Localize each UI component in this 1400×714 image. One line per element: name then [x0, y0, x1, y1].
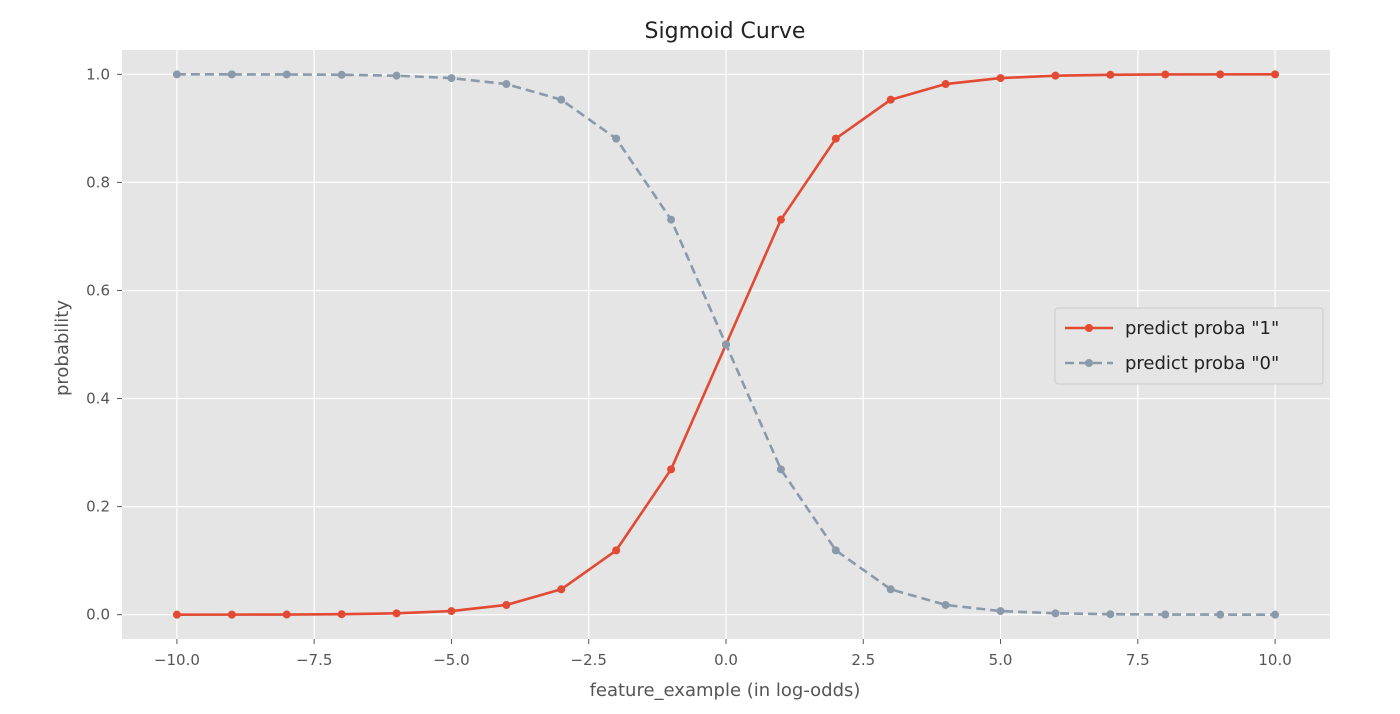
data-point: [337, 70, 346, 79]
data-point: [172, 610, 181, 619]
data-point: [941, 80, 950, 89]
data-point: [502, 80, 511, 89]
data-point: [1106, 610, 1115, 619]
y-tick-label: 0.0: [86, 606, 110, 624]
chart-title: Sigmoid Curve: [645, 19, 806, 44]
data-point: [1216, 70, 1225, 79]
data-point: [447, 607, 456, 616]
data-point: [557, 95, 566, 104]
data-point: [1161, 610, 1170, 619]
y-tick-label: 0.6: [86, 281, 110, 299]
data-point: [502, 600, 511, 609]
data-point: [282, 610, 291, 619]
data-point: [1051, 609, 1060, 618]
data-point: [557, 585, 566, 594]
data-point: [227, 610, 236, 619]
data-point: [447, 74, 456, 83]
data-point: [776, 215, 785, 224]
y-tick-label: 1.0: [86, 65, 110, 83]
data-point: [831, 134, 840, 143]
x-axis-label: feature_example (in log-odds): [590, 680, 861, 701]
data-point: [941, 600, 950, 609]
legend-label-1: predict proba "1": [1125, 318, 1279, 339]
y-tick-label: 0.2: [86, 498, 110, 516]
legend-label-2: predict proba "0": [1125, 353, 1279, 374]
x-tick-label: −5.0: [433, 651, 469, 669]
data-point: [996, 74, 1005, 83]
x-tick-label: −7.5: [296, 651, 332, 669]
x-tick-label: 7.5: [1126, 651, 1150, 669]
x-tick-label: 0.0: [714, 651, 738, 669]
data-point: [996, 607, 1005, 616]
data-point: [1106, 70, 1115, 79]
x-tick-label: −10.0: [154, 651, 200, 669]
data-point: [1161, 70, 1170, 79]
x-tick-label: 5.0: [989, 651, 1013, 669]
data-point: [886, 95, 895, 104]
data-point: [667, 465, 676, 474]
data-point: [667, 215, 676, 224]
data-point: [722, 340, 730, 349]
data-point: [776, 465, 785, 474]
data-point: [227, 70, 236, 79]
y-axis-label: probability: [52, 300, 73, 396]
y-tick-label: 0.4: [86, 390, 110, 408]
data-point: [831, 546, 840, 555]
legend-box: [1054, 307, 1324, 385]
data-point: [886, 585, 895, 594]
x-tick-label: −2.5: [571, 651, 607, 669]
data-point: [1051, 71, 1060, 80]
x-tick-label: 10.0: [1258, 651, 1291, 669]
plot-area: −10.0 −7.5 −5.0 −2.5 0.0 2.5 5.0 7.5 10.0 0.0 0.2 0…: [86, 50, 1330, 669]
data-point: [337, 610, 346, 619]
data-point: [172, 70, 181, 79]
y-tick-label: 0.8: [86, 173, 110, 191]
data-point: [612, 134, 621, 143]
legend-marker-1: [1085, 324, 1093, 332]
data-point: [392, 71, 401, 80]
data-point: [392, 609, 401, 618]
data-point: [612, 546, 621, 555]
x-tick-label: 2.5: [851, 651, 875, 669]
data-point: [1271, 70, 1280, 79]
data-point: [1216, 610, 1225, 619]
legend-marker-2: [1085, 359, 1093, 367]
data-point: [1271, 610, 1280, 619]
data-point: [282, 70, 291, 79]
